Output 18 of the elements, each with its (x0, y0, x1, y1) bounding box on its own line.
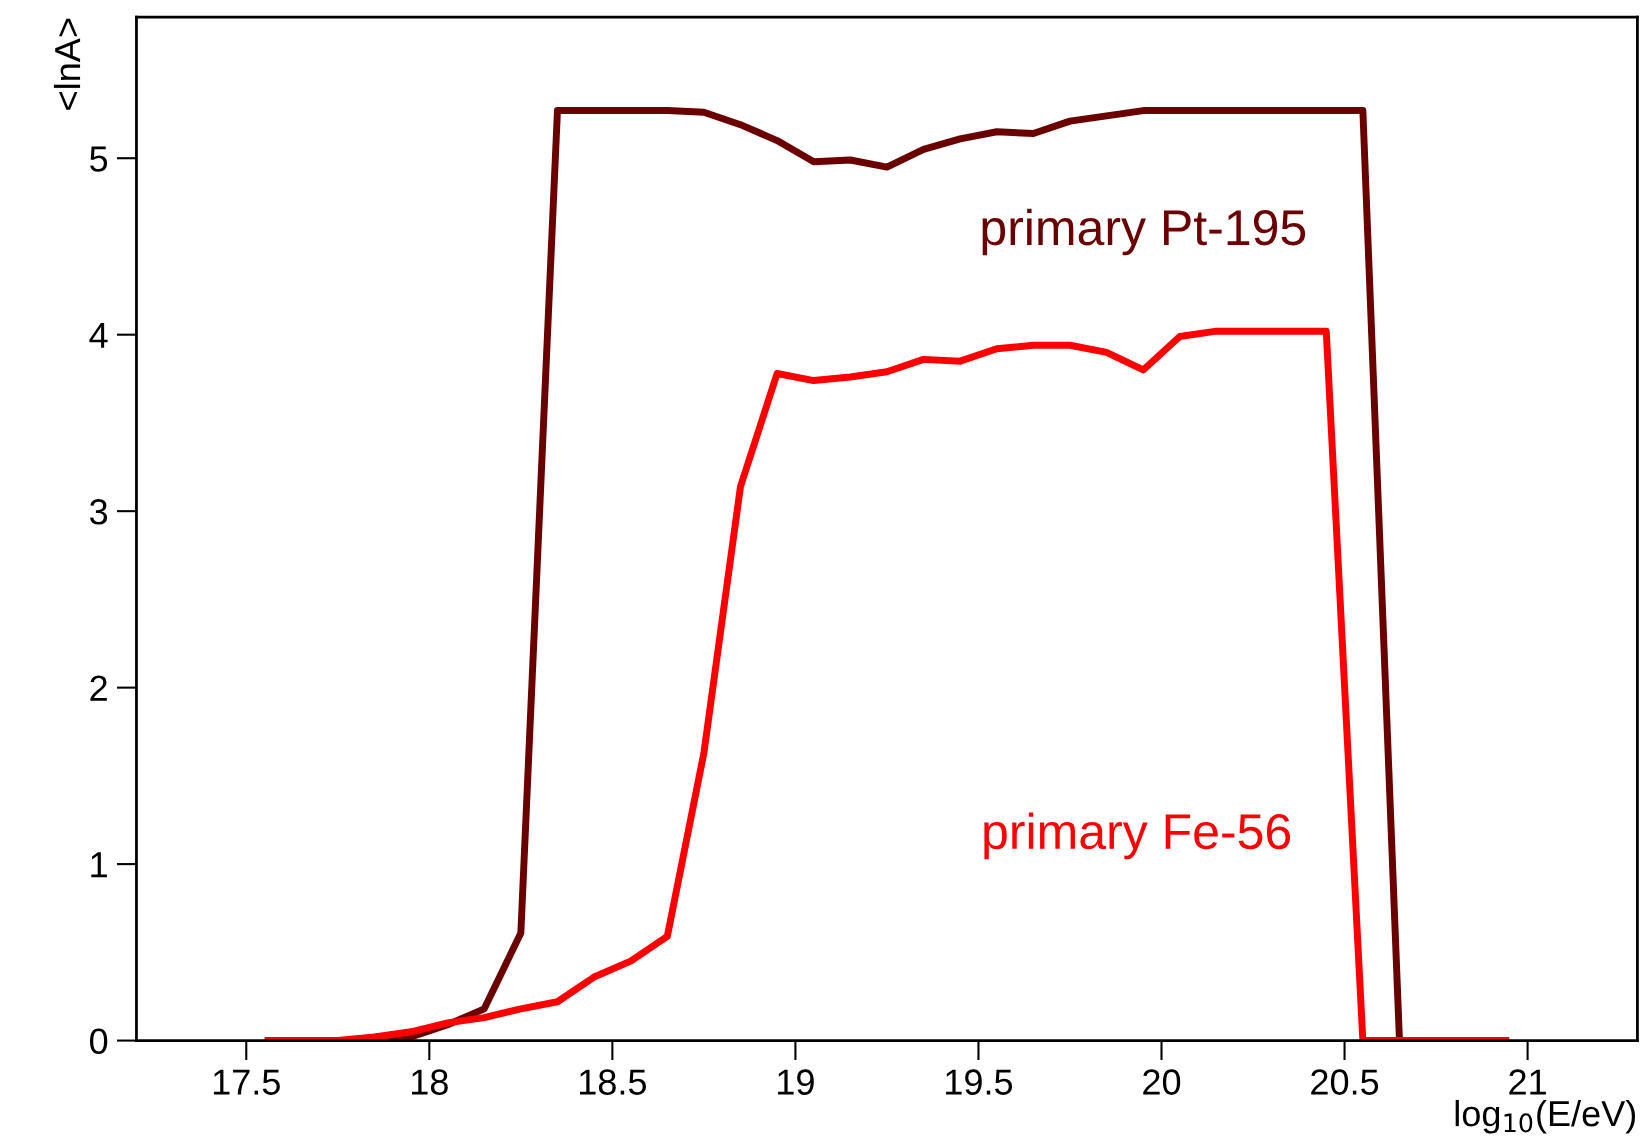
y-tick-label: 3 (89, 499, 108, 525)
x-tick-label: 18.5 (579, 1069, 646, 1095)
y-tick-label: 2 (90, 675, 107, 701)
y-tick-label: 4 (89, 322, 108, 348)
x-axis-title: log$_{10}$(E/eV) (1455, 1099, 1636, 1134)
y-tick-label: 0 (90, 1028, 108, 1055)
series-label: primary Pt-195 (982, 208, 1306, 256)
x-tick-label: 20 (1143, 1069, 1181, 1095)
y-axis-title: <lnA> (53, 18, 81, 110)
series-label: primary Fe-56 (984, 812, 1291, 860)
y-tick-label: 5 (90, 146, 108, 172)
x-tick-label: 20.5 (1311, 1069, 1379, 1095)
x-tick-label: 17.5 (213, 1069, 280, 1095)
x-tick-label: 21 (1509, 1069, 1546, 1095)
y-tick-label: 1 (91, 852, 107, 878)
x-tick-label: 18 (412, 1069, 448, 1095)
x-tick-label: 19 (778, 1069, 814, 1095)
x-tick-label: 19.5 (946, 1069, 1013, 1095)
